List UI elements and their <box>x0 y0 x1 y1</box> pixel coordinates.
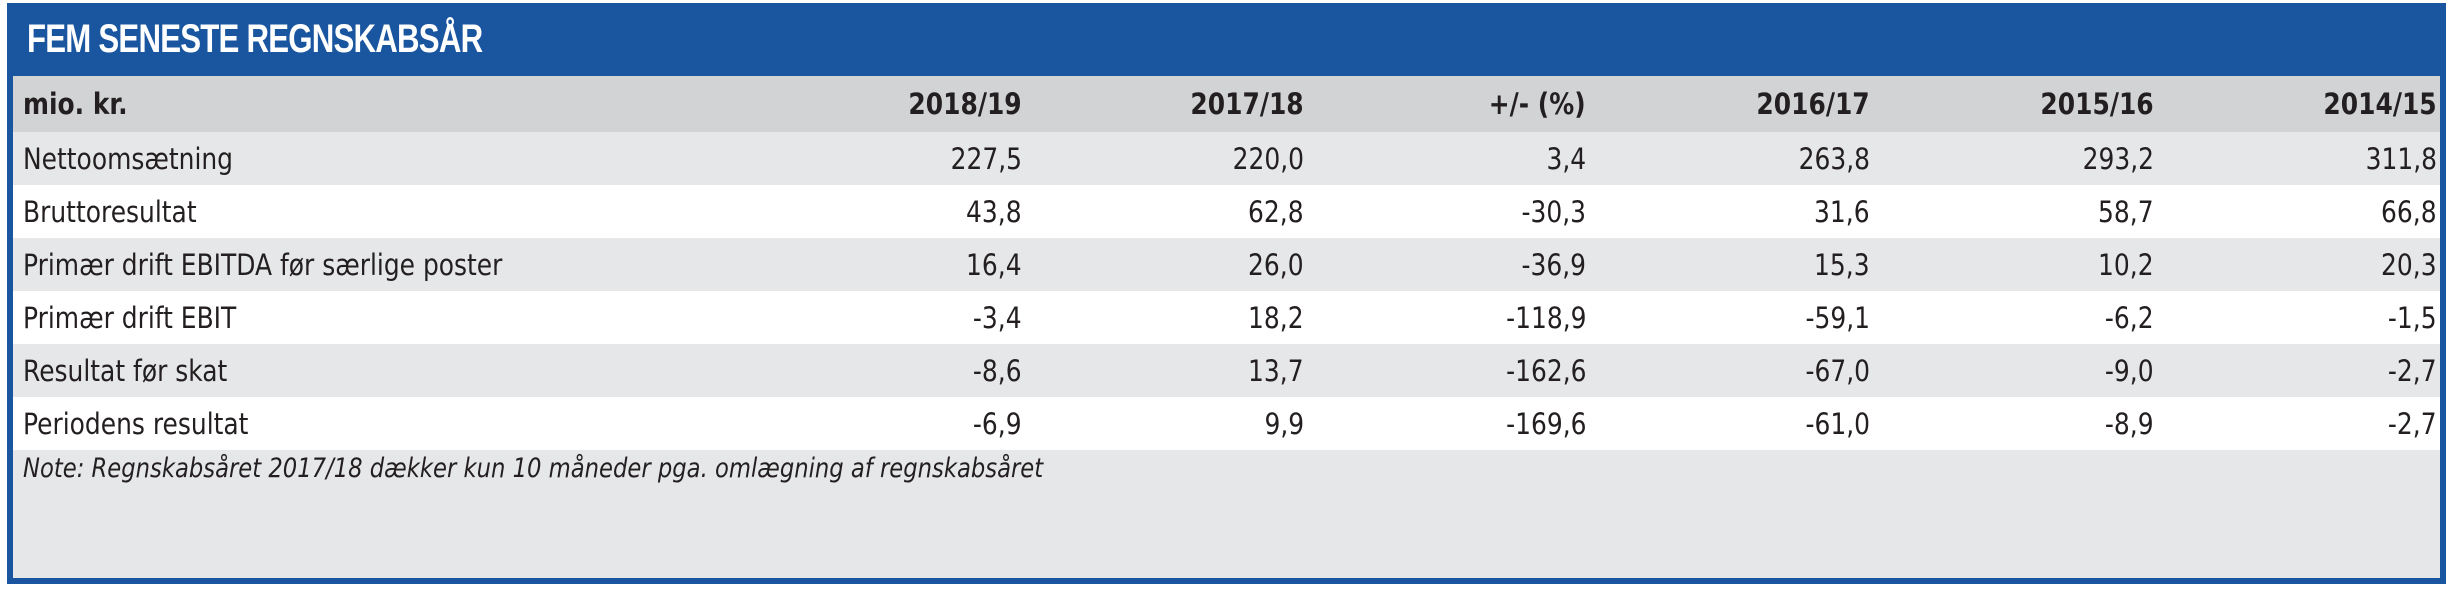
row-value: 58,7 <box>2098 194 2154 229</box>
table-row: Resultat før skat -8,6 13,7 -162,6 -67,0 -9,0… <box>13 344 2440 397</box>
table-row: Periodens resultat -6,9 9,9 -169,6 -61,0 -8,9… <box>13 397 2440 450</box>
row-value: 31,6 <box>1814 194 1870 229</box>
table-row: Nettoomsætning 227,5 220,0 3,4 263,8 293,2 311… <box>13 132 2440 185</box>
financial-table-panel: FEM SENESTE REGNSKABSÅR mio. kr. 2018/19… <box>7 3 2446 584</box>
column-header-2014-15: 2014/15 <box>2323 87 2437 121</box>
column-header-2015-16: 2015/16 <box>2040 87 2154 121</box>
row-value: 26,0 <box>1248 247 1304 282</box>
row-value: -67,0 <box>1805 353 1870 388</box>
table-row: Primær drift EBITDA før særlige poster 16… <box>13 238 2440 291</box>
panel-title: FEM SENESTE REGNSKABSÅR <box>27 17 483 61</box>
row-value: 18,2 <box>1248 300 1304 335</box>
row-value: 220,0 <box>1232 141 1304 176</box>
row-value: -118,9 <box>1505 300 1586 335</box>
row-label: Resultat før skat <box>23 353 228 388</box>
row-value: -6,9 <box>973 406 1022 441</box>
row-value: 293,2 <box>2082 141 2154 176</box>
row-value: -6,2 <box>2105 300 2154 335</box>
row-value: 66,8 <box>2381 194 2437 229</box>
row-value: 62,8 <box>1248 194 1304 229</box>
row-value: 9,9 <box>1264 406 1304 441</box>
row-value: -30,3 <box>1521 194 1586 229</box>
row-value: 263,8 <box>1798 141 1870 176</box>
row-value: -9,0 <box>2105 353 2154 388</box>
row-value: 3,4 <box>1546 141 1586 176</box>
column-header-2018-19: 2018/19 <box>908 87 1022 121</box>
row-value: 13,7 <box>1248 353 1304 388</box>
row-value: 15,3 <box>1814 247 1870 282</box>
row-value: 311,8 <box>2365 141 2437 176</box>
table-header-row: mio. kr. 2018/19 2017/18 +/- (%) 2016/17… <box>13 76 2440 132</box>
row-value: -2,7 <box>2388 406 2437 441</box>
column-header-2017-18: 2017/18 <box>1190 87 1304 121</box>
row-value: 43,8 <box>966 194 1022 229</box>
row-label: Periodens resultat <box>23 406 249 441</box>
table-row: Primær drift EBIT -3,4 18,2 -118,9 -59,1 -6,2… <box>13 291 2440 344</box>
row-value: 10,2 <box>2098 247 2154 282</box>
row-value: -59,1 <box>1805 300 1870 335</box>
row-value: -61,0 <box>1805 406 1870 441</box>
column-header-change-pct: +/- (%) <box>1489 87 1586 121</box>
column-header-unit: mio. kr. <box>23 87 128 121</box>
row-value: -169,6 <box>1505 406 1586 441</box>
row-value: -2,7 <box>2388 353 2437 388</box>
table-note: Note: Regnskabsåret 2017/18 dækker kun 1… <box>23 453 1044 484</box>
row-value: -8,9 <box>2105 406 2154 441</box>
column-header-2016-17: 2016/17 <box>1756 87 1870 121</box>
row-label: Bruttoresultat <box>23 194 197 229</box>
table-row: Bruttoresultat 43,8 62,8 -30,3 31,6 58,7 66,8 <box>13 185 2440 238</box>
row-value: -3,4 <box>973 300 1022 335</box>
row-value: 20,3 <box>2381 247 2437 282</box>
row-value: -8,6 <box>973 353 1022 388</box>
row-value: -162,6 <box>1505 353 1586 388</box>
row-label: Nettoomsætning <box>23 141 234 176</box>
row-label: Primær drift EBITDA før særlige poster <box>23 247 503 282</box>
row-value: 16,4 <box>966 247 1022 282</box>
row-value: 227,5 <box>950 141 1022 176</box>
row-label: Primær drift EBIT <box>23 300 237 335</box>
row-value: -36,9 <box>1521 247 1586 282</box>
row-value: -1,5 <box>2388 300 2437 335</box>
panel-title-bar: FEM SENESTE REGNSKABSÅR <box>13 3 2440 76</box>
